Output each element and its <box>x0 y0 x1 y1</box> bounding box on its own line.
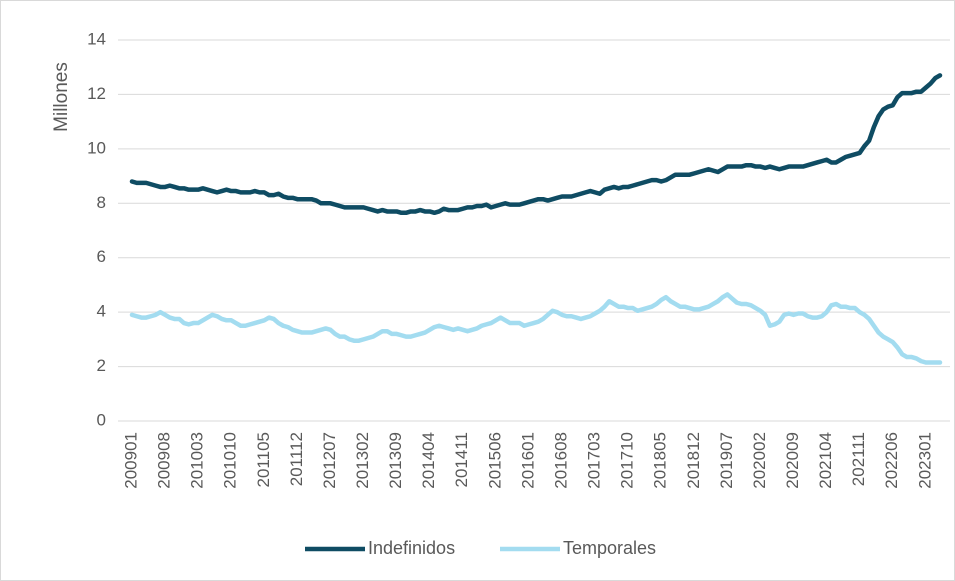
x-tick-label: 201710 <box>618 432 637 489</box>
line-series <box>129 292 943 365</box>
x-tick-label: 201907 <box>717 432 736 489</box>
x-tick-label: 202301 <box>915 432 934 489</box>
x-tick-label: 201302 <box>353 432 372 489</box>
x-tick-label: 201506 <box>485 432 504 489</box>
y-axis-title: Millones <box>51 62 72 132</box>
y-tick-label: 4 <box>97 302 106 321</box>
legend-label: Indefinidos <box>368 538 455 558</box>
x-tick-label: 201010 <box>221 432 240 489</box>
x-tick-label: 202206 <box>882 432 901 489</box>
x-tick-label: 201411 <box>452 432 471 487</box>
y-tick-label: 6 <box>97 247 106 266</box>
y-tick-label: 2 <box>97 356 106 375</box>
x-tick-label: 201703 <box>585 432 604 489</box>
y-tick-label: 0 <box>97 410 106 429</box>
x-tick-label: 201112 <box>287 432 306 486</box>
x-tick-label: 202009 <box>783 432 802 489</box>
x-tick-label: 201805 <box>651 432 670 489</box>
y-tick-label: 8 <box>97 193 106 212</box>
y-tick-label: 12 <box>87 84 106 103</box>
x-tick-label: 200908 <box>155 432 174 489</box>
x-tick-label: 201003 <box>188 432 207 489</box>
x-tick-label: 201601 <box>518 432 537 489</box>
x-tick-label: 201105 <box>254 432 273 487</box>
x-tick-label: 201207 <box>320 432 339 489</box>
x-tick-label: 202111 <box>849 432 868 486</box>
x-tick-label: 202104 <box>816 432 835 489</box>
line-series <box>129 73 943 216</box>
x-tick-label: 201309 <box>386 432 405 489</box>
x-tick-label: 200901 <box>121 432 140 489</box>
legend-label: Temporales <box>563 538 656 558</box>
y-tick-label: 10 <box>87 138 106 157</box>
x-tick-label: 201812 <box>684 432 703 489</box>
y-tick-label: 14 <box>87 29 106 48</box>
x-tick-label: 201404 <box>419 432 438 489</box>
x-tick-label: 202002 <box>750 432 769 489</box>
x-tick-label: 201608 <box>551 432 570 489</box>
